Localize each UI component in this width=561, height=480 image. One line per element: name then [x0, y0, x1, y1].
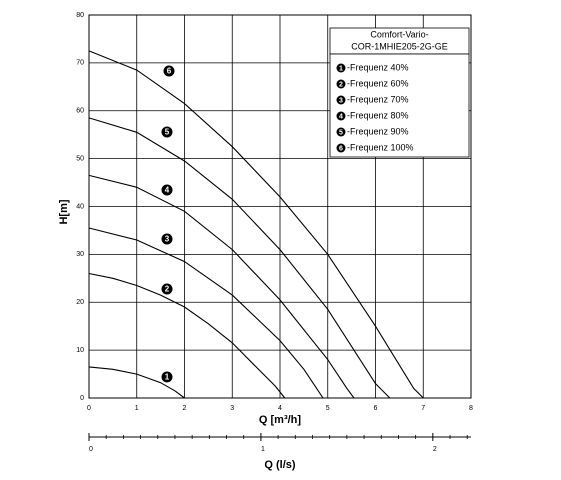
- legend-label: -Frequenz 70%: [347, 94, 409, 104]
- curve-marker-circle: [161, 233, 173, 245]
- legend-marker-circle: [336, 95, 346, 105]
- x-tick-label: 7: [421, 405, 425, 412]
- curve-marker: 4: [165, 186, 170, 195]
- curve-marker-circle: [161, 126, 173, 138]
- curve-marker: 2: [165, 285, 170, 294]
- x-tick-label: 6: [374, 405, 378, 412]
- curve: [88, 366, 185, 399]
- chart-title: COR-1MHIE205-2G-GE: [351, 41, 448, 51]
- legend-box: [329, 53, 470, 158]
- x2-tick-label: 1: [261, 446, 265, 453]
- legend-title-box: [329, 27, 470, 55]
- y-tick-label: 60: [76, 108, 84, 115]
- legend-marker: 3: [339, 97, 343, 104]
- x-tick-label: 5: [326, 405, 330, 412]
- y-tick-label: 30: [76, 251, 84, 258]
- x2-tick-label: 0: [89, 446, 93, 453]
- y-tick-label: 10: [76, 347, 84, 354]
- legend-marker: 5: [339, 129, 343, 136]
- legend-label: -Frequenz 90%: [347, 126, 409, 136]
- curve-marker-circle: [161, 184, 173, 196]
- legend-marker-circle: [336, 63, 346, 73]
- x-tick-label: 1: [135, 405, 139, 412]
- legend-label: -Frequenz 100%: [347, 142, 414, 152]
- legend-marker: 6: [339, 145, 343, 152]
- x-tick-label: 2: [183, 405, 187, 412]
- legend-marker: 1: [339, 65, 343, 72]
- curve: [88, 117, 391, 399]
- x-tick-label: 0: [87, 405, 91, 412]
- y-axis-label: H[m]: [58, 199, 70, 224]
- y-tick-label: 70: [76, 60, 84, 67]
- legend-marker: 2: [339, 81, 343, 88]
- curve: [88, 272, 286, 399]
- curve-marker: 3: [165, 235, 170, 244]
- x-tick-label: 4: [278, 405, 282, 412]
- legend-label: -Frequenz 60%: [347, 78, 409, 88]
- curve: [88, 227, 324, 399]
- plot-border: [88, 14, 472, 399]
- y-tick-label: 0: [80, 395, 84, 402]
- legend-marker-circle: [336, 79, 346, 89]
- legend-marker-circle: [336, 127, 346, 137]
- curve-marker-circle: [163, 65, 175, 77]
- legend-label: -Frequenz 80%: [347, 110, 409, 120]
- legend-marker: 4: [339, 113, 343, 120]
- legend-label: -Frequenz 40%: [347, 62, 409, 72]
- y-tick-label: 20: [76, 299, 84, 306]
- chart-title: Comfort-Vario-: [370, 29, 428, 39]
- x-axis-label: Q [m³/h]: [259, 414, 301, 426]
- y-tick-label: 40: [76, 203, 84, 210]
- x2-tick-label: 2: [433, 446, 437, 453]
- x-tick-label: 8: [469, 405, 473, 412]
- curve: [88, 50, 424, 399]
- y-tick-label: 80: [76, 12, 84, 19]
- curve-marker: 6: [167, 67, 172, 76]
- x2-axis-label: Q (l/s): [264, 459, 296, 471]
- curve-marker-circle: [161, 371, 173, 383]
- curve-marker-circle: [161, 283, 173, 295]
- curve-marker: 5: [165, 128, 170, 137]
- y-tick-label: 50: [76, 155, 84, 162]
- legend-marker-circle: [336, 111, 346, 121]
- legend-marker-circle: [336, 143, 346, 153]
- curve: [88, 174, 355, 399]
- x-tick-label: 3: [230, 405, 234, 412]
- curve-marker: 1: [165, 373, 170, 382]
